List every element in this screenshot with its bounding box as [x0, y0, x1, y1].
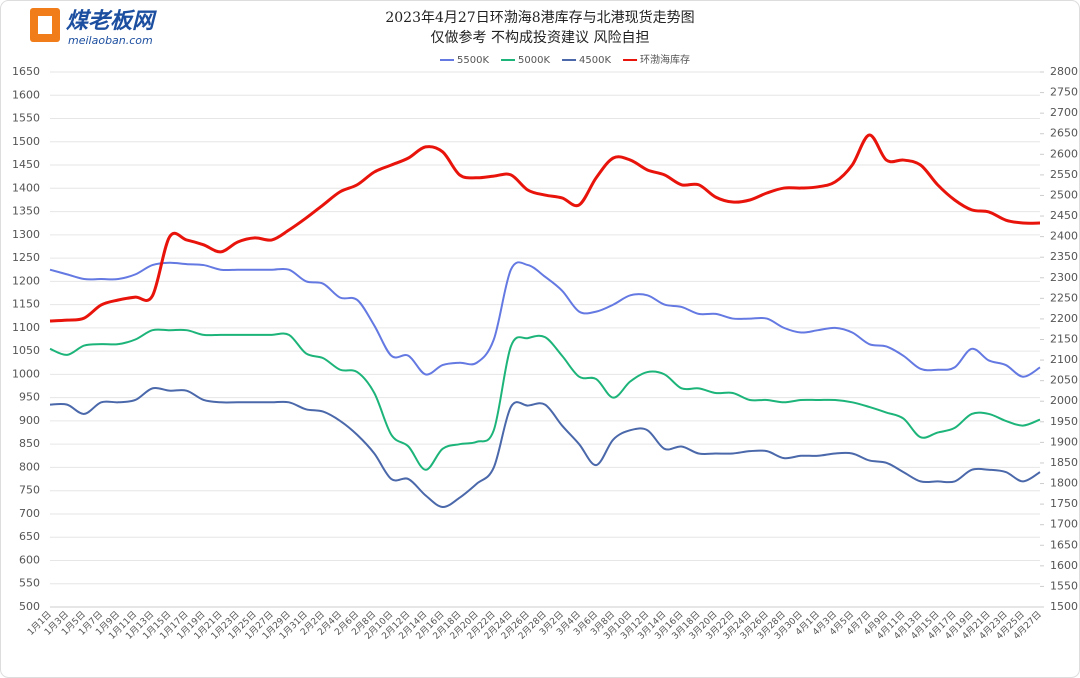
y-tick-label: 800	[19, 460, 40, 473]
legend-label: 4500K	[579, 55, 611, 66]
y2-tick-label: 2700	[1050, 106, 1078, 119]
y2-tick-label: 1950	[1050, 415, 1078, 428]
y-tick-label: 1050	[12, 344, 40, 357]
y-tick-label: 500	[19, 600, 40, 613]
y2-tick-label: 1550	[1050, 579, 1078, 592]
y2-tick-label: 2200	[1050, 312, 1078, 325]
y2-tick-label: 2450	[1050, 209, 1078, 222]
y2-tick-label: 2350	[1050, 250, 1078, 263]
logo-icon-inner	[38, 16, 52, 34]
y2-tick-label: 2150	[1050, 333, 1078, 346]
y-tick-label: 1150	[12, 298, 40, 311]
y2-tick-label: 1500	[1050, 600, 1078, 613]
y2-tick-label: 2050	[1050, 374, 1078, 387]
logo: 煤老板网 meilaoban.com	[30, 8, 157, 47]
y-tick-label: 1300	[12, 228, 40, 241]
y2-tick-label: 1700	[1050, 518, 1078, 531]
y-tick-label: 1100	[12, 321, 40, 334]
y2-tick-label: 1850	[1050, 456, 1078, 469]
y-tick-label: 1400	[12, 181, 40, 194]
series-line	[49, 328, 1041, 471]
y-tick-label: 900	[19, 414, 40, 427]
y2-tick-label: 2500	[1050, 188, 1078, 201]
y-tick-label: 1650	[12, 65, 40, 78]
y2-tick-label: 2400	[1050, 230, 1078, 243]
y-tick-label: 750	[19, 484, 40, 497]
y-tick-label: 1600	[12, 88, 40, 101]
y-tick-label: 600	[19, 553, 40, 566]
legend-label: 5000K	[518, 55, 550, 66]
series-line	[49, 133, 1041, 323]
y-tick-label: 1250	[12, 251, 40, 264]
y-tick-label: 950	[19, 391, 40, 404]
chart-title: 2023年4月27日环渤海8港库存与北港现货走势图	[385, 9, 694, 26]
y2-tick-label: 2250	[1050, 291, 1078, 304]
y2-tick-label: 2100	[1050, 353, 1078, 366]
y-tick-label: 1550	[12, 112, 40, 125]
y-tick-label: 1450	[12, 158, 40, 171]
y2-tick-label: 2650	[1050, 127, 1078, 140]
y-tick-label: 550	[19, 577, 40, 590]
legend-label: 5500K	[457, 55, 489, 66]
y2-tick-label: 2300	[1050, 271, 1078, 284]
y2-tick-label: 2800	[1050, 65, 1078, 78]
y2-tick-label: 1600	[1050, 559, 1078, 572]
y2-tick-label: 1750	[1050, 497, 1078, 510]
y-tick-label: 700	[19, 507, 40, 520]
series-line	[49, 261, 1041, 378]
y2-tick-label: 2000	[1050, 394, 1078, 407]
y-tick-label: 1200	[12, 274, 40, 287]
y2-tick-label: 1900	[1050, 435, 1078, 448]
legend-label: 环渤海库存	[640, 53, 690, 66]
y-tick-label: 1350	[12, 205, 40, 218]
y2-tick-label: 2550	[1050, 168, 1078, 181]
y2-tick-label: 1650	[1050, 538, 1078, 551]
y-tick-label: 1000	[12, 367, 40, 380]
y2-tick-label: 1800	[1050, 477, 1078, 490]
logo-site: meilaoban.com	[68, 34, 153, 47]
y-tick-label: 650	[19, 530, 40, 543]
series-line	[49, 386, 1041, 508]
y2-tick-label: 2600	[1050, 147, 1078, 160]
logo-brand: 煤老板网	[66, 9, 157, 34]
chart-subtitle: 仅做参考 不构成投资建议 风险自担	[431, 29, 650, 46]
y-tick-label: 1500	[12, 135, 40, 148]
y-tick-label: 850	[19, 437, 40, 450]
y2-tick-label: 2750	[1050, 86, 1078, 99]
